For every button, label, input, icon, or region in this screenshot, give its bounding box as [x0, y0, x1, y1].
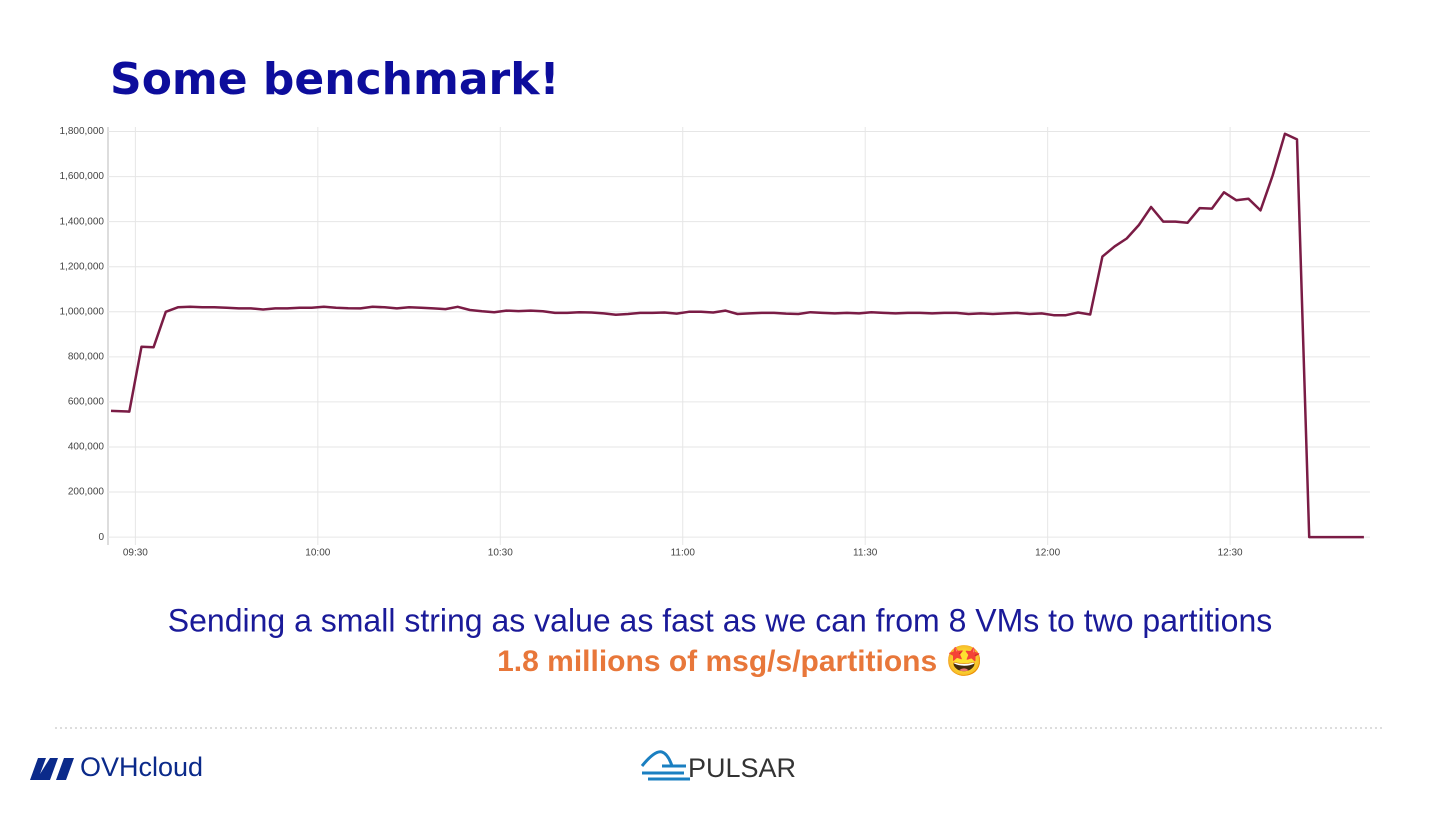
y-tick-label: 1,800,000 [60, 126, 105, 137]
x-tick-label: 10:30 [488, 548, 513, 559]
y-tick-label: 1,600,000 [60, 171, 105, 182]
ovh-logo-text: OVHcloud [80, 752, 203, 782]
caption: Sending a small string as value as fast … [168, 602, 1273, 638]
x-tick-label: 09:30 [123, 548, 148, 559]
x-tick-label: 12:30 [1218, 548, 1243, 559]
y-tick-label: 800,000 [68, 351, 105, 362]
y-tick-label: 0 [98, 532, 104, 543]
slide-title: Some benchmark! [110, 54, 560, 105]
y-tick-label: 1,000,000 [60, 306, 105, 317]
y-tick-label: 1,400,000 [60, 216, 105, 227]
y-tick-label: 400,000 [68, 442, 105, 453]
x-tick-label: 10:00 [305, 548, 330, 559]
data-line [110, 132, 1364, 539]
pulsar-icon [640, 750, 690, 781]
y-tick-label: 600,000 [68, 397, 105, 408]
ovh-icon [30, 758, 74, 780]
y-tick-label: 1,200,000 [60, 261, 105, 272]
pulsar-logo-text: PULSAR [688, 753, 796, 783]
x-tick-label: 11:00 [671, 548, 696, 559]
x-tick-label: 11:30 [853, 548, 878, 559]
highlight: 1.8 millions of msg/s/partitions 🤩 [497, 644, 983, 678]
x-tick-label: 12:00 [1035, 548, 1060, 559]
y-tick-label: 200,000 [68, 487, 105, 498]
